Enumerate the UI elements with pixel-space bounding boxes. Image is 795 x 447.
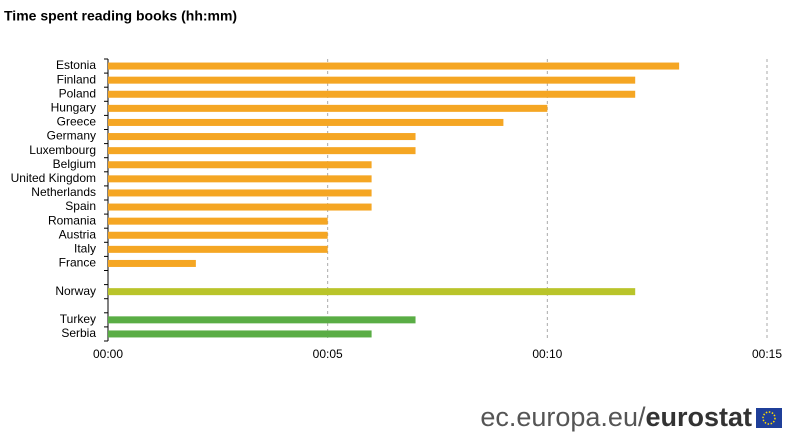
bar — [108, 161, 372, 169]
bar — [108, 133, 416, 141]
source-brand: eurostat — [645, 402, 752, 432]
y-tick-label: Belgium — [53, 157, 96, 171]
bar — [108, 259, 196, 267]
source-site: ec.europa.eu/eurostat — [480, 402, 752, 432]
bar — [108, 217, 328, 225]
y-tick-label: Estonia — [56, 58, 96, 72]
x-tick-label: 00:10 — [532, 347, 562, 361]
bar — [108, 104, 548, 112]
x-tick-label: 00:05 — [313, 347, 343, 361]
x-tick-label: 00:00 — [93, 347, 123, 361]
bar — [108, 231, 328, 239]
bar — [108, 76, 636, 84]
bar — [108, 90, 636, 98]
y-tick-label: Greece — [57, 115, 97, 129]
bar — [108, 175, 372, 183]
bar — [108, 316, 416, 324]
y-tick-label: Finland — [57, 72, 96, 86]
y-tick-label: Germany — [47, 129, 96, 143]
y-tick-label: Serbia — [61, 326, 96, 340]
y-tick-label: Turkey — [60, 312, 96, 326]
bar — [108, 118, 504, 126]
y-tick-label: France — [59, 256, 97, 270]
bar — [108, 288, 636, 296]
y-tick-label: United Kingdom — [11, 171, 96, 185]
y-tick-label: Austria — [59, 227, 97, 241]
bar — [108, 330, 372, 338]
y-tick-label: Italy — [74, 242, 96, 256]
bar — [108, 147, 416, 155]
bar — [108, 245, 328, 253]
y-tick-label: Spain — [65, 199, 96, 213]
eu-flag — [756, 408, 782, 428]
source-site-text: ec.europa.eu/ — [480, 402, 646, 432]
bar — [108, 189, 372, 197]
y-tick-label: Hungary — [51, 101, 96, 115]
y-tick-label: Netherlands — [31, 185, 96, 199]
x-tick-label: 00:15 — [752, 347, 782, 361]
y-tick-label: Luxembourg — [29, 143, 96, 157]
bar — [108, 62, 680, 70]
y-tick-label: Romania — [48, 213, 96, 227]
y-tick-label: Norway — [55, 284, 96, 298]
y-tick-label: Poland — [59, 86, 96, 100]
chart-title: Time spent reading books (hh:mm) — [4, 8, 237, 24]
bar — [108, 203, 372, 211]
